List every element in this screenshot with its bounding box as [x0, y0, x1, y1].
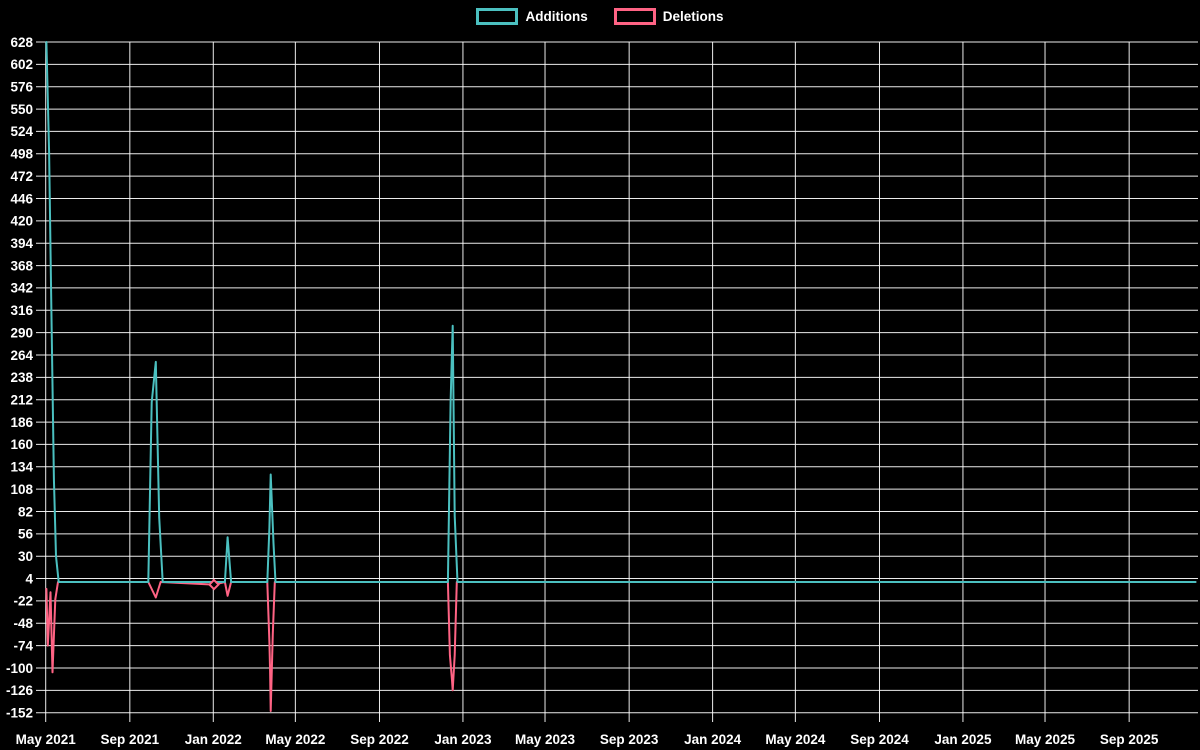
y-tick-label: 524 [10, 124, 33, 139]
x-tick-label: May 2024 [765, 732, 826, 747]
x-tick-label: May 2025 [1015, 732, 1076, 747]
x-tick-label: Jan 2023 [434, 732, 492, 747]
x-tick-label: May 2021 [16, 732, 77, 747]
y-tick-label: 368 [10, 258, 33, 273]
y-tick-label: -100 [6, 661, 33, 676]
x-tick-label: Sep 2025 [1100, 732, 1159, 747]
y-tick-label: 238 [10, 370, 33, 385]
additions-swatch [476, 8, 519, 25]
x-grid: May 2021 Sep 2021 Jan 2022 May 2022 Sep 2022… [16, 42, 1159, 747]
x-tick-label: Sep 2022 [350, 732, 409, 747]
y-tick-label: 550 [10, 102, 33, 117]
y-tick-label: 30 [18, 549, 33, 564]
y-tick-label: 316 [10, 303, 33, 318]
y-tick-label: -126 [6, 683, 34, 698]
legend-item-additions[interactable]: Additions [476, 8, 588, 25]
x-tick-label: Sep 2023 [600, 732, 659, 747]
x-tick-label: Sep 2021 [101, 732, 160, 747]
deletions-point-marker[interactable] [208, 578, 220, 591]
y-tick-label: -22 [13, 594, 33, 609]
y-tick-label: 446 [10, 191, 33, 206]
y-tick-label: 4 [25, 571, 33, 586]
y-tick-label: 212 [10, 393, 33, 408]
y-tick-label: 342 [10, 281, 33, 296]
y-tick-label: 186 [10, 415, 33, 430]
chart-legend: Additions Deletions [0, 8, 1200, 25]
additions-line [45, 41, 1197, 583]
y-tick-label: 498 [10, 147, 33, 162]
additions-legend-label: Additions [525, 9, 588, 24]
y-tick-label: -152 [6, 706, 33, 721]
y-tick-label: 602 [10, 57, 33, 72]
y-tick-label: 160 [10, 437, 33, 452]
y-tick-label: 628 [10, 35, 33, 50]
y-grid: 628 602 576 550 524 498 472 446 420 394 368 342 316 2… [6, 35, 1198, 721]
x-tick-label: Jan 2022 [185, 732, 242, 747]
y-tick-label: 576 [10, 80, 33, 95]
x-tick-label: Sep 2024 [850, 732, 909, 747]
y-tick-label: 108 [10, 482, 33, 497]
y-tick-label: -74 [13, 638, 33, 653]
y-tick-label: 472 [10, 169, 33, 184]
y-tick-label: 82 [18, 504, 33, 519]
x-tick-label: Jan 2025 [934, 732, 992, 747]
x-tick-label: Jan 2024 [684, 732, 742, 747]
x-tick-label: May 2023 [515, 732, 576, 747]
legend-item-deletions[interactable]: Deletions [613, 8, 724, 25]
y-tick-label: -48 [13, 616, 33, 631]
y-tick-label: 134 [10, 460, 33, 475]
y-tick-label: 420 [10, 214, 33, 229]
y-tick-label: 290 [10, 325, 33, 340]
y-tick-label: 56 [18, 527, 34, 542]
y-tick-label: 394 [10, 236, 33, 251]
x-tick-label: May 2022 [265, 732, 325, 747]
deletions-legend-label: Deletions [662, 9, 724, 24]
deletions-swatch [613, 8, 656, 25]
y-tick-label: 264 [10, 348, 33, 363]
